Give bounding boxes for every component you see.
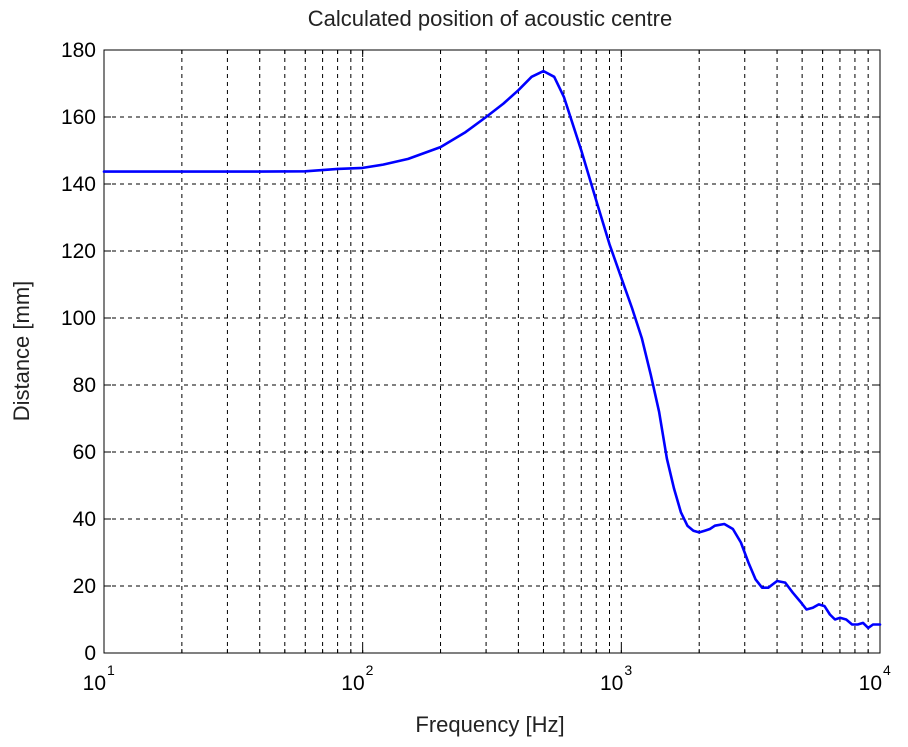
x-tick-label: 104 bbox=[859, 662, 891, 695]
series-layer bbox=[102, 69, 882, 630]
tick-marks bbox=[103, 49, 881, 654]
x-tick-label-exponent: 3 bbox=[624, 662, 632, 678]
y-tick-label: 140 bbox=[61, 173, 96, 196]
grid bbox=[104, 50, 880, 653]
x-tick-label-base: 10 bbox=[83, 672, 106, 695]
y-tick-label: 160 bbox=[61, 106, 96, 129]
y-tick-label: 20 bbox=[73, 575, 96, 598]
x-tick-label-exponent: 4 bbox=[883, 662, 891, 678]
y-tick-label: 60 bbox=[73, 441, 96, 464]
x-tick-label-base: 10 bbox=[600, 672, 623, 695]
x-tick-label-base: 10 bbox=[341, 672, 364, 695]
y-tick-label: 40 bbox=[73, 508, 96, 531]
x-axis-label: Frequency [Hz] bbox=[415, 712, 564, 737]
chart-title: Calculated position of acoustic centre bbox=[308, 6, 672, 31]
y-tick-label: 0 bbox=[84, 642, 96, 665]
plot-area bbox=[103, 49, 881, 654]
y-tick-label: 100 bbox=[61, 307, 96, 330]
y-tick-label: 180 bbox=[61, 39, 96, 62]
x-tick-label: 102 bbox=[341, 662, 373, 695]
x-tick-label: 101 bbox=[83, 662, 115, 695]
x-tick-label-exponent: 2 bbox=[366, 662, 374, 678]
x-tick-label-exponent: 1 bbox=[107, 662, 115, 678]
y-tick-label: 120 bbox=[61, 240, 96, 263]
series-line bbox=[102, 69, 882, 630]
y-axis-label: Distance [mm] bbox=[9, 281, 34, 422]
y-tick-label: 80 bbox=[73, 374, 96, 397]
x-tick-label-base: 10 bbox=[859, 672, 882, 695]
x-tick-label: 103 bbox=[600, 662, 632, 695]
